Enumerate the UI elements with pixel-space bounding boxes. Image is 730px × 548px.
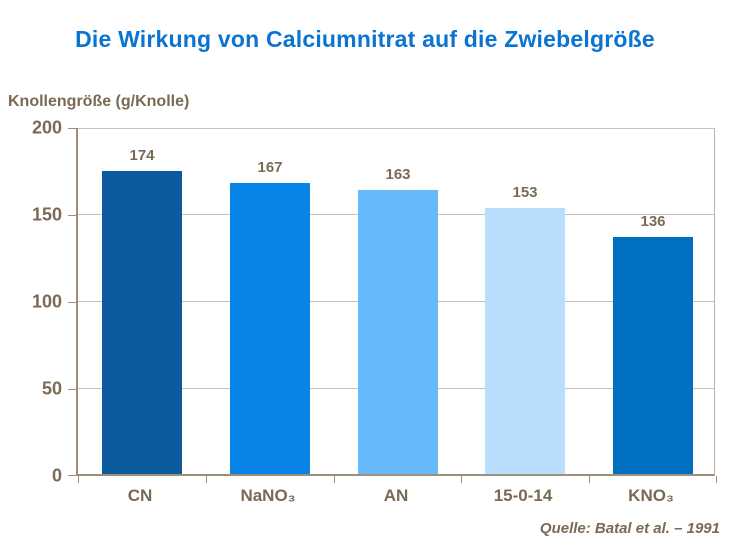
y-tick-label: 50 bbox=[41, 378, 62, 399]
bar-1: 174 bbox=[102, 147, 182, 474]
bar-value-label: 153 bbox=[512, 184, 538, 201]
x-tick-mark bbox=[589, 476, 590, 483]
x-tick-mark bbox=[206, 476, 207, 483]
bar-3: 163 bbox=[358, 166, 438, 474]
y-axis-label: Knollengröße (g/Knolle) bbox=[8, 93, 190, 110]
bar-value-label: 174 bbox=[129, 147, 155, 164]
y-tick-mark bbox=[68, 475, 76, 476]
y-tick-mark bbox=[68, 302, 76, 303]
source-caption: Quelle: Batal et al. – 1991 bbox=[539, 520, 720, 537]
y-tick-label: 150 bbox=[31, 204, 62, 225]
y-tick-label: 200 bbox=[31, 117, 62, 138]
y-tick-mark bbox=[68, 389, 76, 390]
plot-area: 0 50 100 150 200 174 167 163 153 136 bbox=[32, 118, 717, 486]
category-label: KNO₃ bbox=[628, 486, 674, 505]
y-tick-mark bbox=[68, 215, 76, 216]
bar-value-label: 167 bbox=[257, 159, 283, 176]
x-tick-mark bbox=[78, 476, 79, 483]
gridline bbox=[78, 128, 714, 129]
x-tick-mark bbox=[461, 476, 462, 483]
x-tick-mark bbox=[334, 476, 335, 483]
x-tick-mark bbox=[716, 476, 717, 483]
bar-value-label: 136 bbox=[640, 213, 666, 230]
y-tick-label: 0 bbox=[51, 465, 62, 486]
chart-title: Die Wirkung von Calciumnitrat auf die Zw… bbox=[75, 26, 655, 52]
y-tick-label: 100 bbox=[31, 291, 62, 312]
bar-4: 153 bbox=[485, 184, 565, 474]
category-label: NaNO₃ bbox=[240, 486, 296, 505]
category-label: CN bbox=[127, 486, 153, 505]
bar-2: 167 bbox=[230, 159, 310, 474]
bar-5: 136 bbox=[613, 213, 693, 474]
category-label: AN bbox=[383, 486, 409, 505]
y-tick-mark bbox=[68, 128, 76, 129]
category-label: 15-0-14 bbox=[493, 486, 553, 505]
bar-value-label: 163 bbox=[385, 166, 411, 183]
